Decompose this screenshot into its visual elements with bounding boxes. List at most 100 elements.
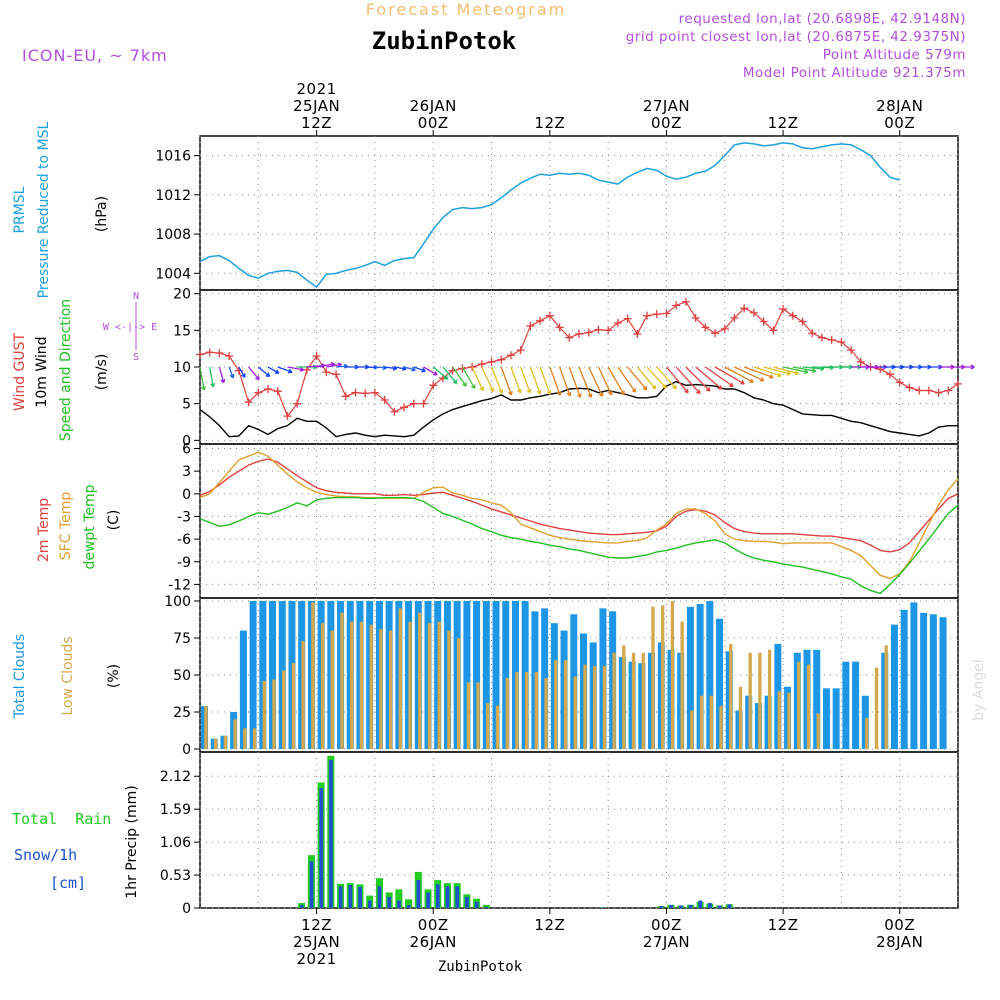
gust-marker (798, 317, 807, 326)
low-cloud-bar (388, 630, 393, 750)
gust-marker (885, 370, 894, 379)
low-cloud-bar (466, 682, 470, 750)
gust-marker (487, 357, 496, 366)
gust-marker (817, 333, 826, 342)
gust-marker (351, 388, 360, 397)
top-time-label: 27JAN (643, 97, 690, 115)
temp-labels: 2m Temp SFC Temp dewpt Temp (C) (36, 484, 122, 569)
snow-bar (319, 788, 324, 908)
wind-arrow (529, 366, 542, 395)
gust-marker (380, 396, 389, 404)
low-cloud-bar (806, 664, 811, 750)
wind-arrow (277, 366, 293, 374)
total-cloud-bar (852, 661, 860, 750)
wind-arrow (287, 366, 305, 372)
low-cloud-bar (427, 623, 432, 750)
wind-arrow (773, 366, 799, 376)
gust-marker (711, 329, 720, 338)
point-altitude: Point Altitude 579m (823, 47, 966, 63)
low-cloud-bar (563, 660, 568, 750)
snow-bar (416, 880, 421, 908)
wind-arrow (743, 366, 774, 379)
gust-marker (856, 357, 865, 366)
panel-pressure: 1004 1008 1012 1016 (155, 135, 959, 291)
snow-unit-label: [cm] (50, 874, 86, 892)
y-tick-label: 6 (182, 442, 191, 458)
gust-marker (419, 399, 428, 408)
wind-labels: Wind GUST 10m Wind Speed and Direction (… (12, 291, 157, 441)
gust-marker (332, 370, 341, 379)
gust-marker (458, 364, 467, 373)
y-tick-label: 15 (173, 323, 191, 339)
low-cloud-bar (272, 679, 276, 750)
requested-coords: requested lon,lat (20.6898E, 42.9148N) (679, 11, 966, 27)
wind-arrow (218, 366, 226, 384)
gust-marker (662, 309, 671, 318)
model-altitude: Model Point Altitude 921.375m (743, 65, 966, 81)
snow-bar (309, 861, 314, 908)
wind-arrow (724, 366, 754, 383)
wind-arrow (627, 366, 648, 391)
cloud-unit: (%) (106, 664, 122, 688)
low-cloud-bar (379, 629, 383, 750)
sfc-temp-line (199, 451, 959, 580)
gust-marker (565, 333, 574, 342)
total-cloud-bar (249, 600, 257, 750)
wind-arrow (461, 366, 476, 389)
gust-marker (788, 311, 797, 320)
snow-bar (465, 896, 469, 908)
low-cloud-bar (369, 624, 373, 750)
total-cloud-bar (482, 600, 490, 750)
gust-marker (954, 379, 962, 388)
low-cloud-bar (797, 661, 801, 750)
low-cloud-bar (418, 612, 422, 750)
compass-ew: W <-|-> E (103, 322, 157, 333)
wind-arrow (490, 366, 504, 394)
y-tick-label: 75 (173, 631, 191, 647)
snow-bar (601, 907, 605, 908)
wind-arrow (636, 366, 657, 390)
low-cloud-bar (204, 706, 208, 750)
gust-marker (681, 297, 690, 306)
wind-arrow (792, 366, 817, 373)
y-tick-label: 0 (182, 742, 191, 758)
snow-bar (678, 905, 683, 908)
gust-marker (672, 301, 681, 310)
bottom-time-label: 26JAN (410, 933, 457, 951)
gust-marker (779, 305, 788, 314)
gust-marker (643, 311, 652, 320)
low-cloud-bar (699, 695, 704, 750)
wind-arrow (500, 366, 513, 396)
low-cloud-bar (874, 667, 879, 750)
rain-bar (405, 899, 413, 908)
gust-marker (477, 360, 486, 369)
wind-arrow (423, 366, 438, 376)
gust-marker (604, 326, 613, 335)
wind-arrow (549, 366, 562, 396)
gust-marker (924, 386, 933, 395)
low-cloud-bar (709, 695, 713, 750)
gust-marker (915, 386, 924, 395)
snow-bar (338, 886, 343, 908)
y-tick-label: 100 (164, 594, 191, 610)
total-cloud-bar (716, 618, 724, 750)
dewpt-line (199, 496, 959, 595)
low-cloud-bar (456, 637, 461, 750)
wind-arrow (665, 366, 689, 394)
low-cloud-bar (447, 630, 451, 750)
snow-bar (367, 900, 372, 908)
low-cloud-bar (680, 621, 684, 750)
total-cloud-bar (813, 649, 821, 750)
speed-direction-label: Speed and Direction (58, 299, 74, 441)
wind-arrow (763, 366, 791, 376)
gust-marker (254, 388, 263, 397)
snow-bar (406, 904, 411, 908)
snow-bar (727, 904, 732, 908)
low-cloud-bar (690, 710, 694, 750)
compass-icon: N W <-|-> E S (103, 291, 157, 363)
snow-bar (474, 901, 479, 908)
gust-marker (283, 412, 292, 421)
panel-frame (199, 135, 959, 291)
